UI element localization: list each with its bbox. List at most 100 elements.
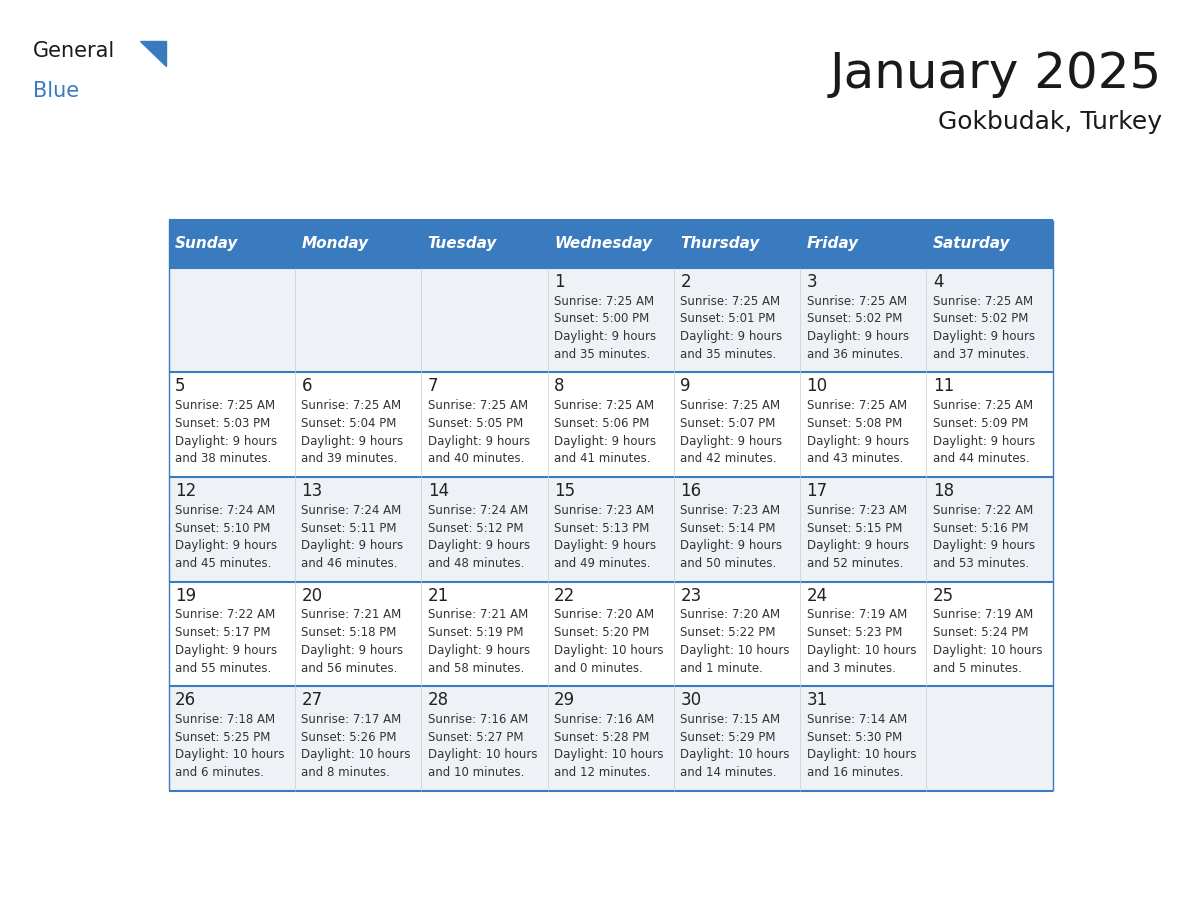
Text: Sunset: 5:25 PM: Sunset: 5:25 PM <box>175 731 271 744</box>
Text: and 38 minutes.: and 38 minutes. <box>175 453 271 465</box>
Text: and 0 minutes.: and 0 minutes. <box>554 662 643 675</box>
Text: Sunrise: 7:25 AM: Sunrise: 7:25 AM <box>428 399 527 412</box>
Bar <box>548 582 674 687</box>
Text: Sunrise: 7:23 AM: Sunrise: 7:23 AM <box>554 504 655 517</box>
Text: 11: 11 <box>933 377 954 396</box>
Bar <box>927 477 1053 582</box>
Text: Saturday: Saturday <box>933 236 1010 252</box>
Bar <box>927 373 1053 477</box>
Bar <box>674 268 800 373</box>
Text: Daylight: 9 hours: Daylight: 9 hours <box>933 539 1035 553</box>
Text: Daylight: 9 hours: Daylight: 9 hours <box>681 539 783 553</box>
Text: Sunrise: 7:20 AM: Sunrise: 7:20 AM <box>554 609 655 621</box>
Bar <box>927 582 1053 687</box>
Text: Sunrise: 7:25 AM: Sunrise: 7:25 AM <box>302 399 402 412</box>
Text: 31: 31 <box>807 691 828 710</box>
Text: 16: 16 <box>681 482 701 500</box>
Text: Sunset: 5:09 PM: Sunset: 5:09 PM <box>933 417 1028 430</box>
Text: 15: 15 <box>554 482 575 500</box>
Text: Sunset: 5:29 PM: Sunset: 5:29 PM <box>681 731 776 744</box>
Text: and 6 minutes.: and 6 minutes. <box>175 767 264 779</box>
Text: Daylight: 9 hours: Daylight: 9 hours <box>175 434 277 448</box>
Bar <box>927 268 1053 373</box>
Text: 26: 26 <box>175 691 196 710</box>
Text: and 49 minutes.: and 49 minutes. <box>554 557 651 570</box>
Text: Sunrise: 7:16 AM: Sunrise: 7:16 AM <box>428 713 527 726</box>
Bar <box>800 219 927 268</box>
Text: Sunrise: 7:22 AM: Sunrise: 7:22 AM <box>175 609 276 621</box>
Text: 25: 25 <box>933 587 954 605</box>
Text: and 50 minutes.: and 50 minutes. <box>681 557 777 570</box>
Text: Sunset: 5:10 PM: Sunset: 5:10 PM <box>175 521 271 534</box>
Bar <box>800 582 927 687</box>
Text: Sunset: 5:26 PM: Sunset: 5:26 PM <box>302 731 397 744</box>
Text: 21: 21 <box>428 587 449 605</box>
Text: 7: 7 <box>428 377 438 396</box>
Text: Sunset: 5:16 PM: Sunset: 5:16 PM <box>933 521 1029 534</box>
Text: Daylight: 9 hours: Daylight: 9 hours <box>554 434 656 448</box>
Bar <box>800 477 927 582</box>
Text: Sunrise: 7:15 AM: Sunrise: 7:15 AM <box>681 713 781 726</box>
Bar <box>169 477 295 582</box>
Text: 28: 28 <box>428 691 449 710</box>
Text: 17: 17 <box>807 482 828 500</box>
Text: 30: 30 <box>681 691 701 710</box>
Text: Sunrise: 7:25 AM: Sunrise: 7:25 AM <box>807 295 906 308</box>
Text: Daylight: 9 hours: Daylight: 9 hours <box>554 539 656 553</box>
Bar <box>927 219 1053 268</box>
Text: Daylight: 9 hours: Daylight: 9 hours <box>933 330 1035 343</box>
Text: 13: 13 <box>302 482 323 500</box>
Text: and 44 minutes.: and 44 minutes. <box>933 453 1029 465</box>
Text: Sunrise: 7:25 AM: Sunrise: 7:25 AM <box>681 295 781 308</box>
Text: Sunset: 5:08 PM: Sunset: 5:08 PM <box>807 417 902 430</box>
Text: Sunrise: 7:24 AM: Sunrise: 7:24 AM <box>302 504 402 517</box>
Text: Sunday: Sunday <box>175 236 239 252</box>
Text: and 55 minutes.: and 55 minutes. <box>175 662 271 675</box>
Text: Sunset: 5:01 PM: Sunset: 5:01 PM <box>681 312 776 325</box>
Text: Daylight: 10 hours: Daylight: 10 hours <box>681 644 790 657</box>
Text: Sunset: 5:13 PM: Sunset: 5:13 PM <box>554 521 650 534</box>
Text: 12: 12 <box>175 482 196 500</box>
Bar <box>422 687 548 791</box>
Bar <box>295 687 422 791</box>
Bar <box>169 219 295 268</box>
Text: Sunrise: 7:16 AM: Sunrise: 7:16 AM <box>554 713 655 726</box>
Bar <box>169 582 295 687</box>
Text: Sunrise: 7:25 AM: Sunrise: 7:25 AM <box>933 295 1032 308</box>
Text: Daylight: 10 hours: Daylight: 10 hours <box>933 644 1042 657</box>
Text: Monday: Monday <box>302 236 368 252</box>
Text: Daylight: 9 hours: Daylight: 9 hours <box>681 434 783 448</box>
Bar <box>800 687 927 791</box>
Text: and 40 minutes.: and 40 minutes. <box>428 453 524 465</box>
Text: Sunset: 5:18 PM: Sunset: 5:18 PM <box>302 626 397 639</box>
Bar <box>548 687 674 791</box>
Text: and 46 minutes.: and 46 minutes. <box>302 557 398 570</box>
Text: Sunset: 5:27 PM: Sunset: 5:27 PM <box>428 731 523 744</box>
Text: and 39 minutes.: and 39 minutes. <box>302 453 398 465</box>
Text: 9: 9 <box>681 377 690 396</box>
Bar <box>674 477 800 582</box>
Text: Daylight: 10 hours: Daylight: 10 hours <box>554 748 664 761</box>
Text: 10: 10 <box>807 377 828 396</box>
Text: Sunrise: 7:25 AM: Sunrise: 7:25 AM <box>554 399 655 412</box>
Text: 18: 18 <box>933 482 954 500</box>
Text: Sunset: 5:24 PM: Sunset: 5:24 PM <box>933 626 1029 639</box>
Text: Sunset: 5:30 PM: Sunset: 5:30 PM <box>807 731 902 744</box>
Text: Daylight: 9 hours: Daylight: 9 hours <box>554 330 656 343</box>
Bar <box>422 219 548 268</box>
Text: Friday: Friday <box>807 236 859 252</box>
Text: Daylight: 9 hours: Daylight: 9 hours <box>681 330 783 343</box>
Text: Sunset: 5:28 PM: Sunset: 5:28 PM <box>554 731 650 744</box>
Text: Sunrise: 7:21 AM: Sunrise: 7:21 AM <box>428 609 527 621</box>
Text: Daylight: 9 hours: Daylight: 9 hours <box>807 330 909 343</box>
Text: 4: 4 <box>933 273 943 291</box>
Text: Sunrise: 7:25 AM: Sunrise: 7:25 AM <box>554 295 655 308</box>
Text: Sunset: 5:14 PM: Sunset: 5:14 PM <box>681 521 776 534</box>
Text: Sunrise: 7:20 AM: Sunrise: 7:20 AM <box>681 609 781 621</box>
Text: Sunrise: 7:25 AM: Sunrise: 7:25 AM <box>933 399 1032 412</box>
Text: Sunrise: 7:25 AM: Sunrise: 7:25 AM <box>807 399 906 412</box>
Text: and 10 minutes.: and 10 minutes. <box>428 767 524 779</box>
Text: Sunrise: 7:25 AM: Sunrise: 7:25 AM <box>681 399 781 412</box>
Bar <box>548 219 674 268</box>
Bar <box>295 582 422 687</box>
